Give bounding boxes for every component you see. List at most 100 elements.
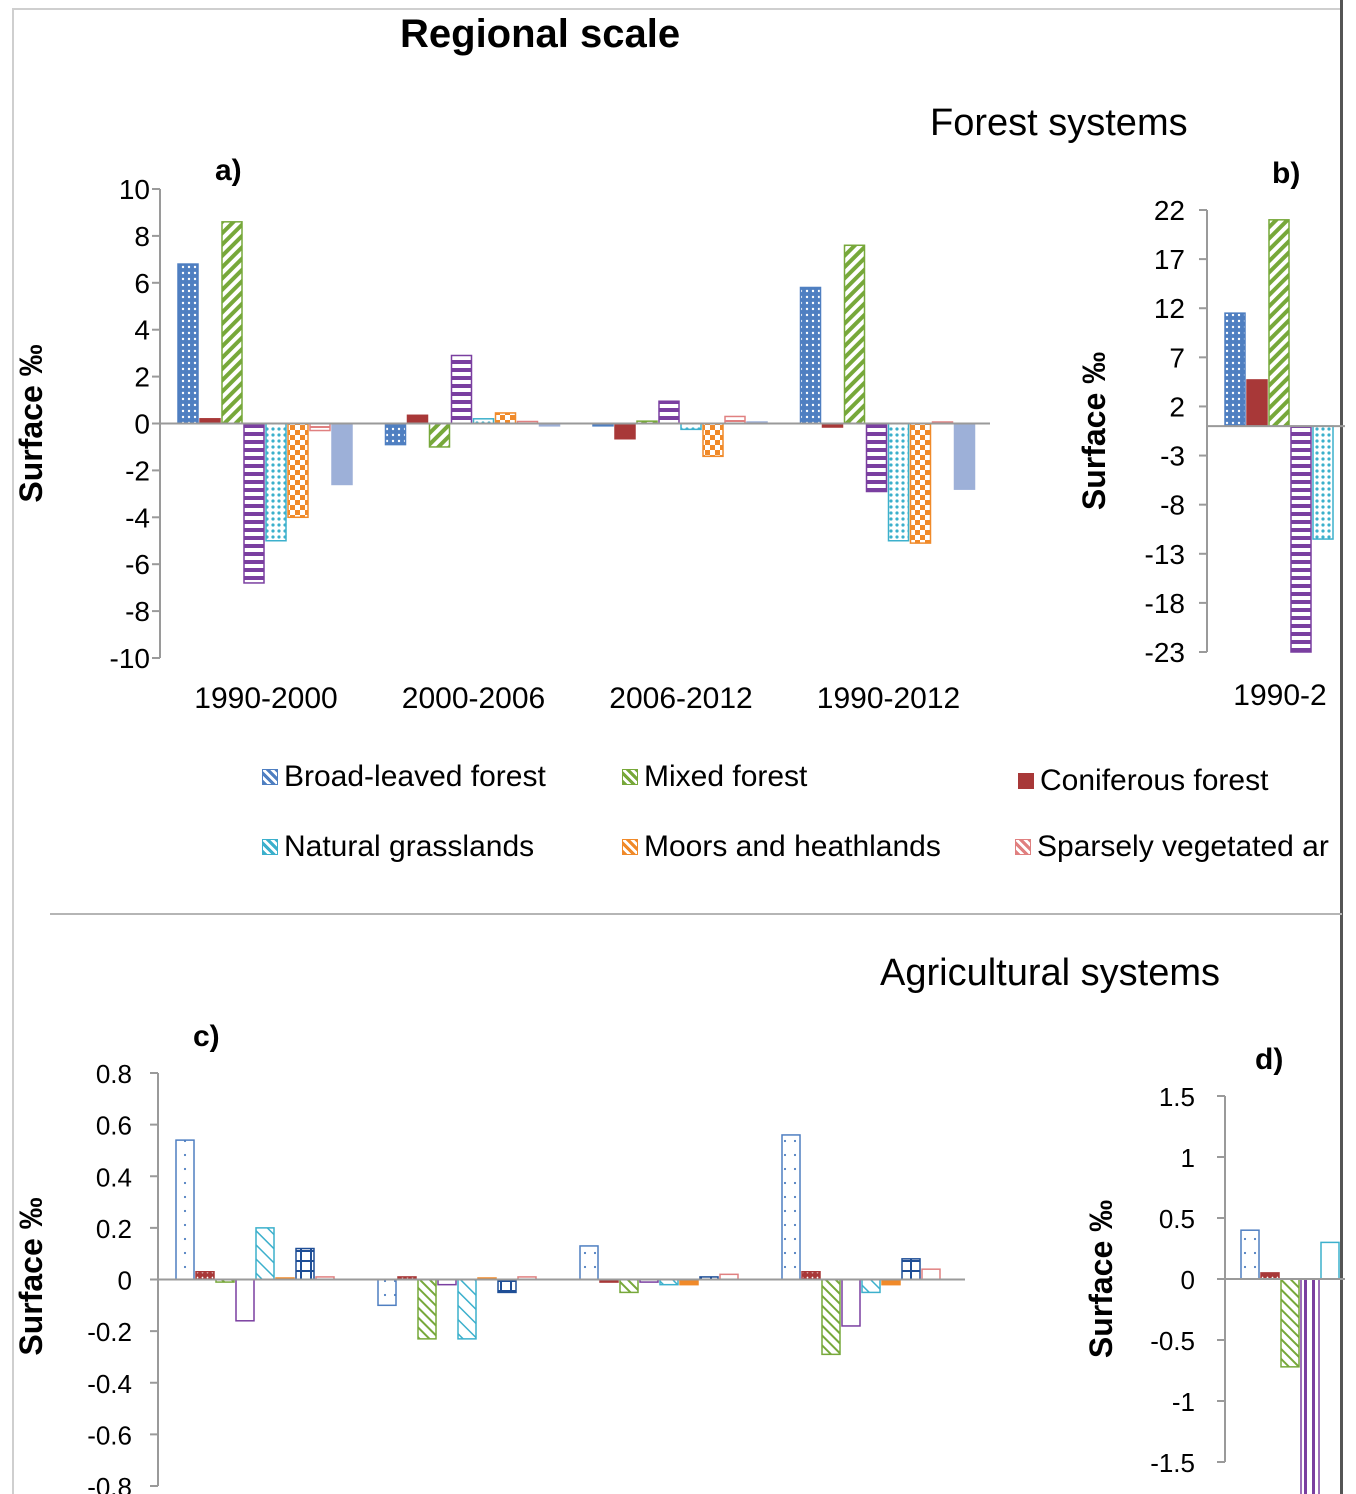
bar-c-2-2 [619, 1278, 639, 1294]
bar-a-1-1 [406, 414, 429, 425]
bar-a-0-7 [331, 422, 353, 486]
legend-item: Sparsely vegetated ar [1015, 830, 1329, 864]
y-tick-label: 2 [1169, 391, 1185, 422]
bar-a-1-0 [384, 422, 407, 446]
bar-c-1-6 [497, 1278, 517, 1294]
y-tick-label: -23 [1145, 637, 1185, 668]
bar-d-0-3 [1300, 1278, 1320, 1494]
bar-b-0-3 [1290, 425, 1312, 653]
bar-a-3-2 [843, 244, 866, 425]
bar-c-3-3 [841, 1278, 861, 1327]
figure-frame-right [1340, 0, 1343, 1494]
y-tick-label: -0.5 [1150, 1326, 1195, 1356]
legend-swatch [622, 839, 638, 855]
y-tick-label: 10 [119, 174, 150, 205]
chart-c: c) Surface ‰ 0.8 0.6 0.4 0.2 0 -0.2 -0.4 -0.6 -0.8 [13, 1020, 965, 1494]
chart-a: a) Surface ‰ 10 8 6 4 2 0 -2 -4 -6 -8 -10 1990-2000 20… [13, 154, 990, 715]
bar-c-3-0 [781, 1134, 801, 1281]
legend-swatch [622, 769, 638, 785]
bar-a-2-3 [658, 400, 680, 425]
bar-b-0-2 [1268, 219, 1290, 427]
figure-frame-left [12, 8, 14, 1494]
y-tick-label: -13 [1145, 539, 1185, 570]
page-title: Regional scale [400, 12, 681, 56]
bar-d-0-0 [1240, 1229, 1260, 1280]
bar-a-0-6 [309, 422, 331, 432]
y-axis-label-a: Surface ‰ [13, 344, 49, 502]
y-tick-label: -0.4 [87, 1369, 132, 1399]
bar-a-1-5 [494, 412, 517, 425]
y-tick-label: -1 [1172, 1387, 1195, 1417]
bar-c-0-0 [175, 1139, 195, 1281]
category-label: 1990-2012 [817, 682, 960, 715]
bar-c-3-2 [821, 1278, 841, 1356]
bar-c-1-0 [377, 1278, 397, 1307]
bar-a-2-6 [724, 415, 746, 425]
legend-label: Moors and heathlands [644, 830, 941, 863]
bar-c-3-6 [901, 1258, 921, 1281]
bar-a-2-5 [702, 422, 724, 458]
y-tick-label: 0.6 [96, 1111, 132, 1141]
y-tick-label: 6 [134, 268, 150, 299]
category-label: 1990-2 [1233, 679, 1326, 712]
bar-a-0-0 [177, 263, 199, 425]
bar-a-2-1 [614, 422, 636, 440]
y-tick-label: -3 [1160, 441, 1185, 472]
legend-label: Sparsely vegetated ar [1037, 830, 1329, 863]
chart-d: d) Surface ‰ 1.5 1 0.5 0 -0.5 -1 -1.5 [1083, 1043, 1345, 1494]
bar-a-0-3 [243, 422, 265, 584]
y-tick-label: 8 [134, 221, 150, 252]
bar-b-0-4 [1312, 425, 1334, 540]
forest-section-title: Forest systems [930, 102, 1188, 144]
chart-b: b) Surface ‰ 22 17 12 7 2 -3 -8 -13 -18 -23 1990-2 [1076, 157, 1345, 712]
category-label: 2000-2006 [402, 682, 545, 715]
y-tick-label: -8 [1160, 490, 1185, 521]
y-tick-label: 0 [118, 1266, 132, 1296]
legend-label: Mixed forest [644, 760, 808, 793]
bar-c-1-2 [417, 1278, 437, 1340]
agri-section-title: Agricultural systems [880, 952, 1220, 994]
y-tick-label: 17 [1154, 244, 1185, 275]
bar-a-3-5 [909, 422, 932, 544]
bar-c-0-3 [235, 1278, 255, 1322]
bar-d-0-4 [1320, 1241, 1340, 1280]
y-tick-label: 12 [1154, 293, 1185, 324]
y-tick-label: -4 [125, 502, 150, 533]
legend-swatch [1018, 773, 1034, 789]
y-tick-label: 0.5 [1159, 1204, 1195, 1234]
legend-item: Broad-leaved forest [262, 760, 546, 794]
panel-label-a: a) [215, 154, 242, 187]
category-label: 2006-2012 [609, 682, 752, 715]
y-tick-label: -0.8 [87, 1472, 132, 1494]
legend-item: Moors and heathlands [622, 830, 941, 864]
y-tick-label: -10 [110, 643, 150, 674]
y-tick-label: -2 [125, 455, 150, 486]
y-tick-label: 1 [1181, 1143, 1195, 1173]
panel-label-d: d) [1255, 1043, 1283, 1076]
category-label: 1990-2000 [194, 682, 337, 715]
y-tick-label: 0 [1181, 1265, 1195, 1295]
panel-label-b: b) [1272, 157, 1300, 190]
y-tick-label: 7 [1169, 342, 1185, 373]
bar-c-0-1 [195, 1271, 215, 1281]
bar-c-3-1 [801, 1271, 821, 1281]
legend-label: Coniferous forest [1040, 764, 1269, 797]
panel-label-c: c) [193, 1020, 220, 1053]
bar-c-3-7 [921, 1268, 941, 1281]
y-tick-label: 0.2 [96, 1214, 132, 1244]
bar-a-3-0 [799, 286, 822, 425]
section-divider [50, 913, 1342, 915]
y-tick-label: 2 [134, 362, 150, 393]
bar-a-0-4 [265, 422, 287, 542]
y-tick-label: 4 [134, 315, 150, 346]
bar-a-0-5 [287, 422, 309, 519]
bar-a-3-7 [953, 422, 976, 490]
y-tick-label: -0.6 [87, 1420, 132, 1450]
y-tick-label: -6 [125, 549, 150, 580]
bar-c-0-4 [255, 1227, 275, 1281]
y-tick-label: 0.4 [96, 1162, 132, 1192]
bar-a-1-3 [450, 354, 473, 425]
bar-b-0-0 [1224, 312, 1246, 427]
y-tick-label: 0.8 [96, 1059, 132, 1089]
